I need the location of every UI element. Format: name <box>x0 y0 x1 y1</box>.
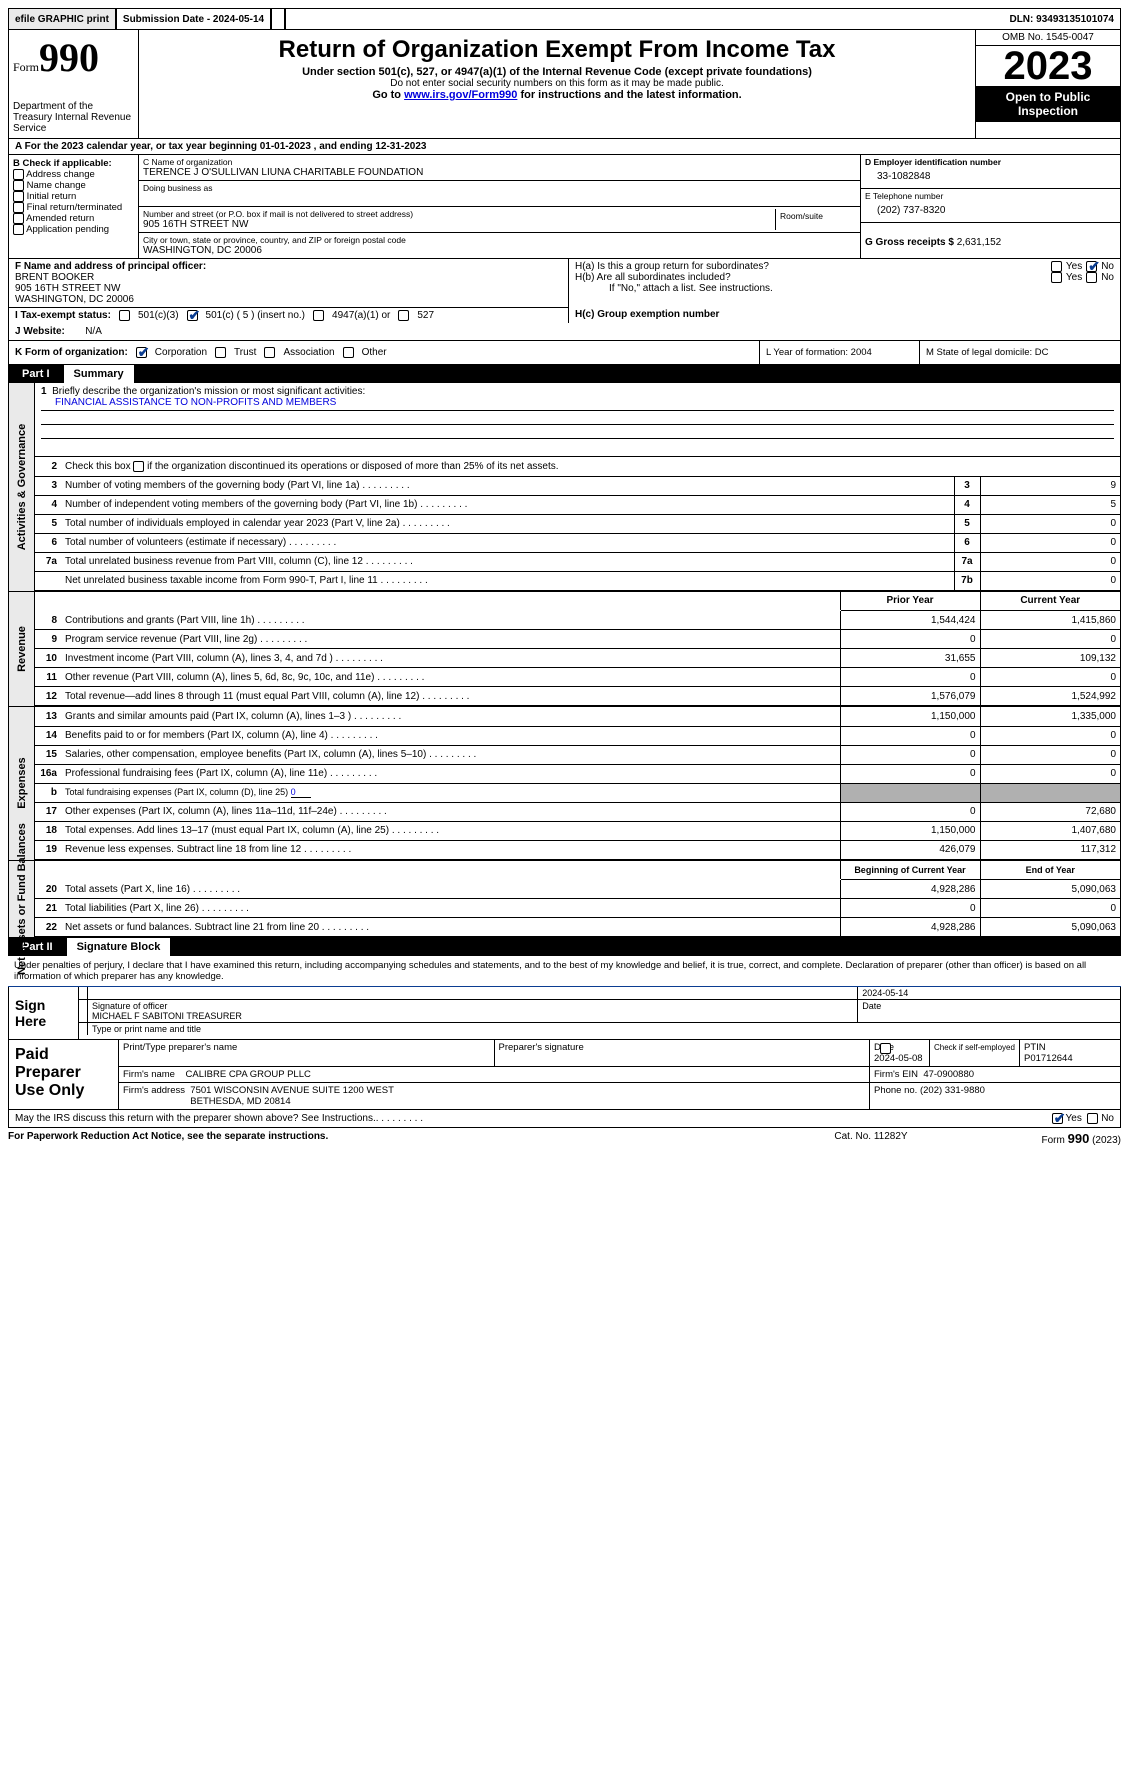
trust-checkbox[interactable] <box>215 347 226 358</box>
colb-checkbox[interactable] <box>13 191 24 202</box>
firm-name: CALIBRE CPA GROUP PLLC <box>186 1069 311 1080</box>
org-name: TERENCE J O'SULLIVAN LIUNA CHARITABLE FO… <box>143 167 856 178</box>
tax-year: 2023 <box>976 46 1120 86</box>
prep-date: 2024-05-08 <box>874 1053 925 1064</box>
dba-label: Doing business as <box>143 183 856 193</box>
form-number: Form990 <box>13 34 134 81</box>
submission-date: Submission Date - 2024-05-14 <box>117 9 272 29</box>
phone-value: (202) 737-8320 <box>865 201 1116 220</box>
irs-link[interactable]: www.irs.gov/Form990 <box>404 89 517 101</box>
row-a-tax-year: A For the 2023 calendar year, or tax yea… <box>8 139 1121 155</box>
row-fh: F Name and address of principal officer:… <box>8 259 1121 307</box>
colb-checkbox[interactable] <box>13 224 24 235</box>
governance-section: Activities & Governance 1 Briefly descri… <box>8 383 1121 592</box>
top-toolbar: efile GRAPHIC print Submission Date - 20… <box>8 8 1121 30</box>
subtitle-ssn: Do not enter social security numbers on … <box>143 78 971 89</box>
gross-receipts: 2,631,152 <box>957 237 1002 248</box>
dept-label: Department of the Treasury Internal Reve… <box>13 101 134 134</box>
dba-value <box>143 193 856 204</box>
col-b-checkboxes: B Check if applicable: Address change Na… <box>9 155 139 258</box>
firm-phone: (202) 331-9880 <box>920 1085 985 1096</box>
open-public-badge: Open to Public Inspection <box>976 86 1120 122</box>
firm-ein: 47-0900880 <box>923 1069 974 1080</box>
firm-address: 7501 WISCONSIN AVENUE SUITE 1200 WEST BE… <box>190 1085 394 1107</box>
sign-date: 2024-05-14 <box>858 987 1120 999</box>
row-i-hc: I Tax-exempt status: 501(c)(3) 501(c) ( … <box>8 307 1121 323</box>
other-checkbox[interactable] <box>343 347 354 358</box>
row-j-website: J Website: N/A <box>8 323 1121 341</box>
revenue-section: Revenue Prior Year Current Year 8Contrib… <box>8 592 1121 708</box>
row-klm: K Form of organization: Corporation Trus… <box>8 341 1121 365</box>
subtitle-section: Under section 501(c), 527, or 4947(a)(1)… <box>143 66 971 78</box>
corp-checkbox[interactable] <box>136 347 147 358</box>
part-i-header: Part I Summary <box>8 365 1121 383</box>
discuss-yes-checkbox[interactable] <box>1052 1113 1063 1124</box>
form-header: Form990 Department of the Treasury Inter… <box>8 30 1121 139</box>
year-formation: L Year of formation: 2004 <box>760 341 920 364</box>
officer-signature: MICHAEL F SABITONI TREASURER <box>92 1011 853 1021</box>
footer: For Paperwork Reduction Act Notice, see … <box>8 1128 1121 1149</box>
ptin-value: P01712644 <box>1024 1053 1116 1064</box>
officer-city: WASHINGTON, DC 20006 <box>15 294 562 305</box>
part-ii-header: Part II Signature Block <box>8 938 1121 956</box>
org-city: WASHINGTON, DC 20006 <box>143 245 856 256</box>
discuss-row: May the IRS discuss this return with the… <box>8 1110 1121 1128</box>
officer-street: 905 16TH STREET NW <box>15 283 562 294</box>
efile-print-button[interactable]: efile GRAPHIC print <box>9 9 117 29</box>
colb-checkbox[interactable] <box>13 213 24 224</box>
org-street: 905 16TH STREET NW <box>143 219 775 230</box>
entity-info-block: B Check if applicable: Address change Na… <box>8 155 1121 259</box>
hb-yes-checkbox[interactable] <box>1051 272 1062 283</box>
ha-no-checkbox[interactable] <box>1086 261 1097 272</box>
discuss-no-checkbox[interactable] <box>1087 1113 1098 1124</box>
self-employed-checkbox[interactable] <box>880 1043 891 1054</box>
assoc-checkbox[interactable] <box>264 347 275 358</box>
ein-value: 33-1082848 <box>865 167 1116 186</box>
form-title: Return of Organization Exempt From Incom… <box>143 36 971 64</box>
expenses-section: Expenses 13Grants and similar amounts pa… <box>8 707 1121 861</box>
527-checkbox[interactable] <box>398 310 409 321</box>
state-domicile: M State of legal domicile: DC <box>920 341 1120 364</box>
perjury-declaration: Under penalties of perjury, I declare th… <box>8 956 1121 987</box>
501c3-checkbox[interactable] <box>119 310 130 321</box>
mission-text: FINANCIAL ASSISTANCE TO NON-PROFITS AND … <box>41 397 1114 411</box>
paid-preparer-block: Paid Preparer Use Only Print/Type prepar… <box>8 1040 1121 1110</box>
officer-name: BRENT BOOKER <box>15 272 562 283</box>
net-assets-section: Net Assets or Fund Balances Beginning of… <box>8 861 1121 939</box>
subtitle-link: Go to www.irs.gov/Form990 for instructio… <box>143 89 971 101</box>
hb-no-checkbox[interactable] <box>1086 272 1097 283</box>
colb-checkbox[interactable] <box>13 202 24 213</box>
4947-checkbox[interactable] <box>313 310 324 321</box>
sign-here-block: Sign Here 2024-05-14 Signature of office… <box>8 987 1121 1040</box>
501c-checkbox[interactable] <box>187 310 198 321</box>
website-value: N/A <box>85 326 102 337</box>
l2-checkbox[interactable] <box>133 461 144 472</box>
dln-label: DLN: 93493135101074 <box>1003 9 1120 29</box>
colb-checkbox[interactable] <box>13 180 24 191</box>
ha-yes-checkbox[interactable] <box>1051 261 1062 272</box>
colb-checkbox[interactable] <box>13 169 24 180</box>
